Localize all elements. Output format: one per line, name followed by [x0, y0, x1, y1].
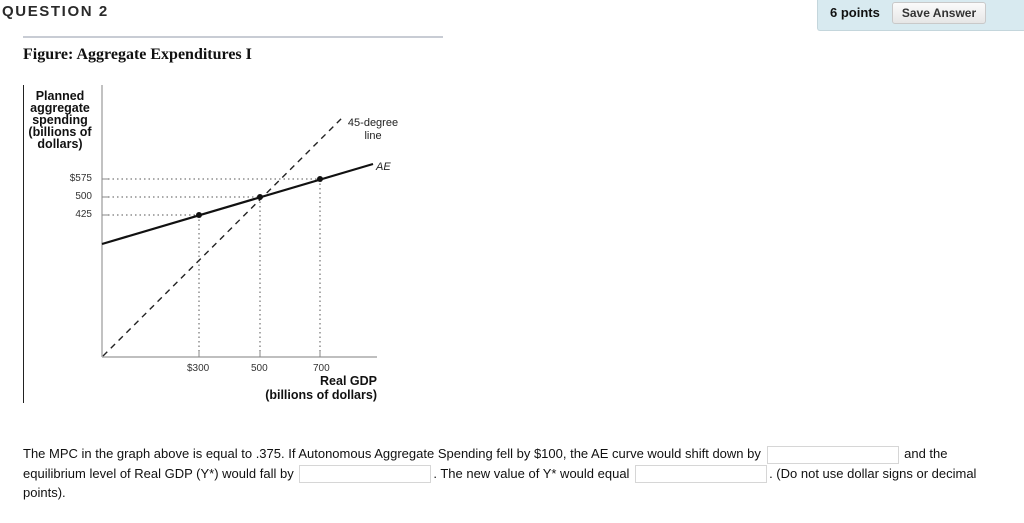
ae-chart — [23, 85, 377, 403]
ae-point-700 — [317, 176, 323, 182]
45-degree-annotation: 45-degree line — [347, 117, 399, 142]
x-axis-label: Real GDP (billions of dollars) — [240, 374, 377, 402]
y-label-line: spending — [32, 113, 88, 127]
y-tick-575: $575 — [69, 173, 92, 184]
x-label-line: (billions of dollars) — [265, 388, 377, 402]
45-degree-line — [102, 117, 343, 357]
equilibrium-point — [257, 194, 263, 200]
save-answer-button[interactable]: Save Answer — [892, 2, 986, 24]
y-label-line: Planned — [35, 89, 85, 103]
y-label-line: aggregate — [30, 101, 90, 115]
ae-point-300 — [196, 212, 202, 218]
question-text-1: The MPC in the graph above is equal to .… — [23, 446, 761, 461]
question-text-3: . The new value of Y* would equal — [433, 465, 630, 481]
ae-line — [101, 162, 374, 246]
x-tick-300: $300 — [187, 363, 210, 374]
y-label-line: (billions of — [28, 125, 92, 139]
new-y-star-input[interactable] — [635, 465, 768, 484]
question-text: The MPC in the graph above is equal to .… — [23, 444, 1013, 503]
divider — [23, 36, 443, 38]
gdp-fall-input[interactable] — [299, 465, 432, 484]
question-title: QUESTION 2 — [2, 3, 109, 20]
question-text-4: . (Do not use dollar signs or decimal po… — [23, 465, 977, 501]
figure-title: Figure: Aggregate Expenditures I — [23, 46, 252, 63]
y-label-line: dollars) — [37, 137, 83, 151]
ae-shift-input[interactable] — [766, 445, 899, 464]
x-tick-700: 700 — [313, 363, 330, 374]
x-tick-500: 500 — [251, 363, 268, 374]
points-panel: 6 points Save Answer — [817, 0, 1024, 31]
ae-annotation: AE — [376, 161, 391, 173]
x-label-line: Real GDP — [320, 374, 377, 388]
y-axis-label: Planned aggregate spending (billions of … — [23, 89, 97, 151]
y-tick-425: 425 — [75, 209, 92, 220]
guide-lines — [108, 178, 321, 351]
question-text-2: and the equilibrium level of Real GDP (Y… — [23, 446, 948, 481]
y-tick-500: 500 — [75, 191, 92, 202]
points-label: 6 points — [830, 5, 880, 20]
